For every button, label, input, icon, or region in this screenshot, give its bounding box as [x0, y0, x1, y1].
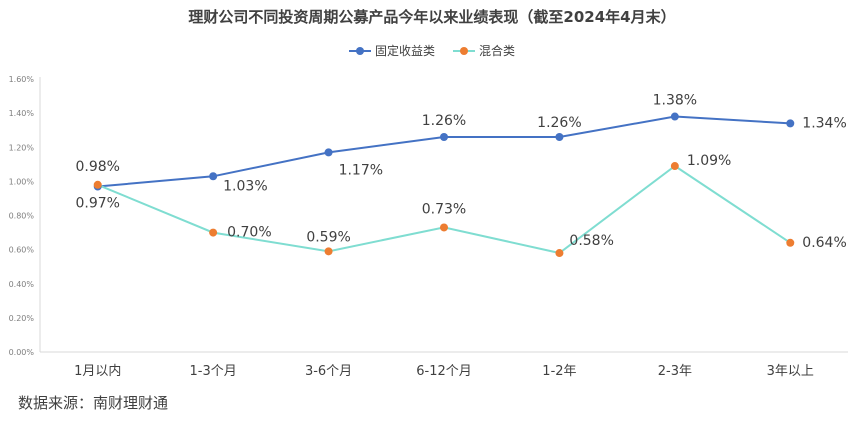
data-point	[324, 247, 333, 256]
data-label: 0.73%	[422, 201, 466, 217]
data-point	[670, 162, 679, 171]
x-tick-label: 6-12个月	[416, 364, 472, 379]
data-label: 1.03%	[223, 178, 267, 194]
data-point	[555, 249, 564, 258]
y-tick-label: 1.20%	[9, 143, 35, 152]
data-point	[324, 148, 333, 157]
data-label: 1.09%	[687, 153, 731, 169]
data-label: 0.98%	[75, 159, 119, 175]
legend-swatch-fixed-income	[348, 46, 371, 56]
legend-label-fixed-income: 固定收益类	[374, 44, 435, 58]
data-label: 0.97%	[75, 195, 119, 211]
data-point	[786, 119, 795, 128]
y-tick-label: 0.40%	[9, 280, 35, 289]
legend-item-fixed-income: 固定收益类	[348, 42, 435, 59]
data-label: 0.70%	[227, 225, 271, 241]
x-tick-label: 1-3个月	[190, 364, 237, 379]
data-point	[209, 172, 218, 181]
data-point	[670, 112, 679, 121]
data-point	[209, 228, 218, 237]
legend-label-mixed: 混合类	[479, 44, 516, 58]
chart-title: 理财公司不同投资周期公募产品今年以来业绩表现（截至2024年4月末）	[188, 8, 676, 26]
y-tick-label: 0.80%	[9, 212, 35, 221]
data-point	[786, 238, 795, 247]
x-tick-label: 3-6个月	[305, 364, 352, 379]
data-label: 0.59%	[306, 229, 350, 245]
data-label: 1.17%	[339, 162, 383, 178]
source-note: 数据来源：南财理财通	[18, 394, 169, 412]
data-label: 0.64%	[802, 235, 846, 251]
data-label: 1.34%	[802, 115, 846, 131]
y-tick-label: 0.60%	[9, 246, 35, 255]
legend: 固定收益类 混合类	[0, 42, 864, 59]
data-label: 1.26%	[537, 115, 581, 131]
x-tick-label: 2-3年	[658, 364, 692, 379]
data-point	[440, 223, 448, 232]
legend-swatch-mixed	[453, 46, 475, 56]
data-point	[93, 180, 102, 189]
y-tick-label: 1.00%	[9, 177, 35, 186]
data-point	[440, 133, 448, 142]
data-point	[555, 133, 564, 142]
y-tick-label: 1.60%	[9, 75, 35, 84]
x-tick-label: 1月以内	[74, 363, 121, 379]
y-tick-label: 1.40%	[9, 109, 35, 118]
data-label: 1.38%	[653, 93, 697, 109]
data-label: 0.58%	[569, 233, 613, 249]
legend-item-mixed: 混合类	[453, 42, 515, 59]
y-tick-label: 0.20%	[9, 314, 35, 323]
x-tick-label: 1-2年	[542, 364, 576, 379]
x-tick-label: 3年以上	[767, 364, 814, 379]
y-tick-label: 0.00%	[9, 348, 35, 357]
data-label: 1.26%	[422, 113, 466, 129]
